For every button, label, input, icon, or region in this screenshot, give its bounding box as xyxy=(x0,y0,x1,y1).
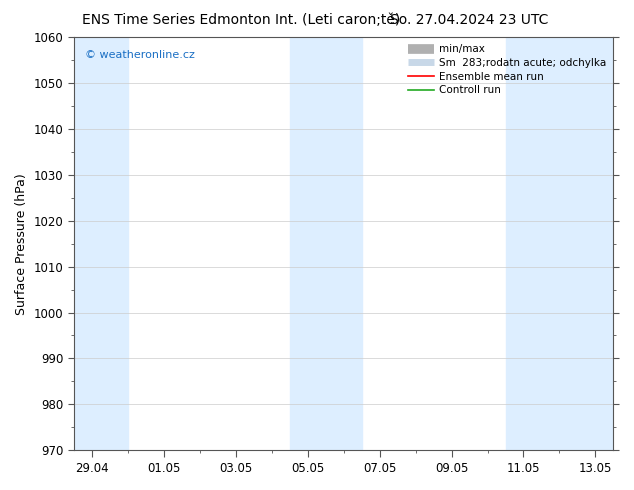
Bar xyxy=(290,37,361,450)
Text: So. 27.04.2024 23 UTC: So. 27.04.2024 23 UTC xyxy=(390,13,548,27)
Bar xyxy=(74,37,127,450)
Text: ENS Time Series Edmonton Int. (Leti caron;tě): ENS Time Series Edmonton Int. (Leti caro… xyxy=(82,13,400,27)
Y-axis label: Surface Pressure (hPa): Surface Pressure (hPa) xyxy=(15,173,28,315)
Bar xyxy=(505,37,614,450)
Legend: min/max, Sm  283;rodatn acute; odchylka, Ensemble mean run, Controll run: min/max, Sm 283;rodatn acute; odchylka, … xyxy=(406,42,608,98)
Text: © weatheronline.cz: © weatheronline.cz xyxy=(84,49,195,60)
